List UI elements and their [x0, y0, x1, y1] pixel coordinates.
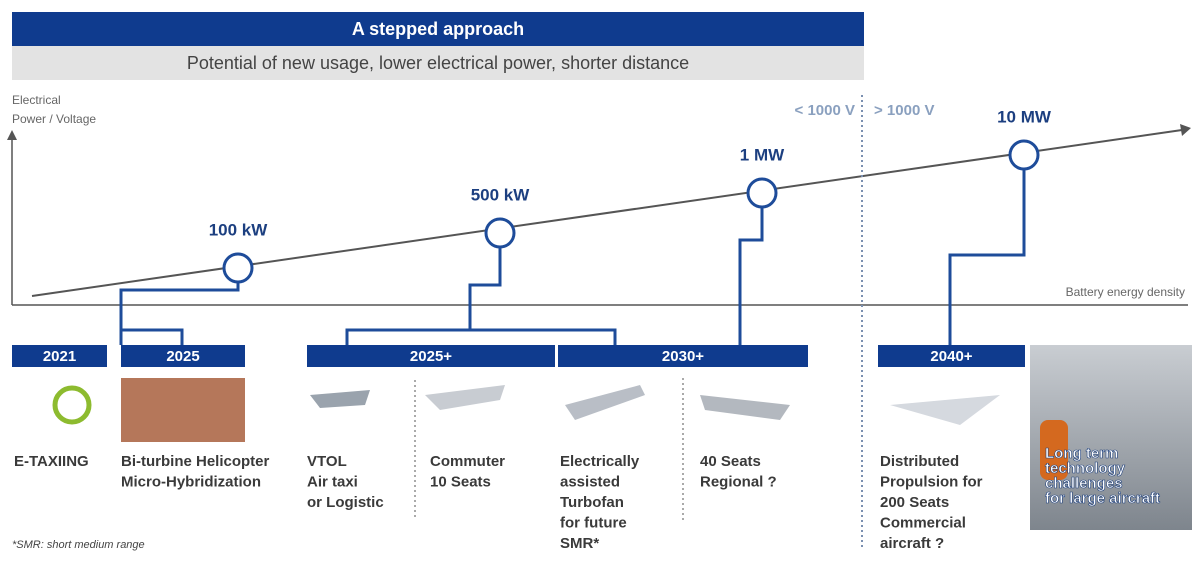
item-caption: 40 Seats: [700, 453, 761, 470]
item-caption: E-TAXIING: [14, 453, 89, 470]
item-caption: VTOL: [307, 453, 347, 470]
period-label: 2040+: [930, 348, 972, 365]
period-label: 2021: [43, 348, 76, 365]
period-label: 2025: [166, 348, 199, 365]
item-caption: Distributed: [880, 453, 959, 470]
item-caption: Bi-turbine Helicopter: [121, 453, 270, 470]
title: A stepped approach: [352, 19, 524, 39]
item-caption: Commuter: [430, 453, 505, 470]
item-caption: Commercial: [880, 514, 966, 531]
arrow: [1180, 124, 1191, 136]
propulsion-image: [890, 395, 1000, 425]
diagram: A stepped approach Potential of new usag…: [0, 0, 1192, 556]
page: A stepped approach Potential of new usag…: [0, 0, 1192, 556]
milestone-label: 10 MW: [997, 107, 1052, 126]
item-caption: Air taxi: [307, 473, 358, 490]
period-label: 2025+: [410, 348, 452, 365]
turbofan-image: [565, 385, 645, 420]
milestone-label: 100 kW: [209, 220, 269, 239]
period-label: 2030+: [662, 348, 704, 365]
y-axis-label: Electrical: [12, 93, 61, 107]
connector: [347, 247, 615, 345]
item-caption: 200 Seats: [880, 494, 949, 511]
connector: [950, 169, 1024, 345]
item-caption: Turbofan: [560, 494, 624, 511]
connector: [121, 282, 238, 345]
voltage-high: > 1000 V: [874, 102, 934, 119]
vtol-image: [310, 390, 370, 408]
milestone-circle: [1010, 141, 1038, 169]
milestone-circle: [486, 219, 514, 247]
item-caption: or Logistic: [307, 494, 384, 511]
long-term-text: for large aircraft: [1045, 490, 1160, 507]
subtitle: Potential of new usage, lower electrical…: [187, 53, 689, 73]
regional-image: [700, 395, 790, 420]
arrow: [7, 130, 17, 140]
item-caption: SMR*: [560, 535, 599, 552]
commuter-image: [425, 385, 505, 410]
x-axis-label: Battery energy density: [1066, 285, 1185, 299]
y-axis-label: Power / Voltage: [12, 112, 96, 126]
item-caption: Regional ?: [700, 473, 777, 490]
connector: [740, 207, 762, 345]
helicopter-image: [121, 378, 245, 442]
milestone-circle: [224, 254, 252, 282]
voltage-low: < 1000 V: [795, 102, 855, 119]
item-caption: aircraft ?: [880, 535, 944, 552]
item-caption: assisted: [560, 473, 620, 490]
e-taxi-icon: [55, 388, 89, 422]
item-caption: Propulsion for: [880, 473, 983, 490]
item-caption: for future: [560, 514, 627, 531]
milestone-label: 1 MW: [740, 145, 785, 164]
item-caption: Electrically: [560, 453, 640, 470]
footnote: *SMR: short medium range: [12, 539, 145, 551]
item-caption: 10 Seats: [430, 473, 491, 490]
item-caption: Micro-Hybridization: [121, 473, 261, 490]
milestone-circle: [748, 179, 776, 207]
milestone-label: 500 kW: [471, 185, 531, 204]
